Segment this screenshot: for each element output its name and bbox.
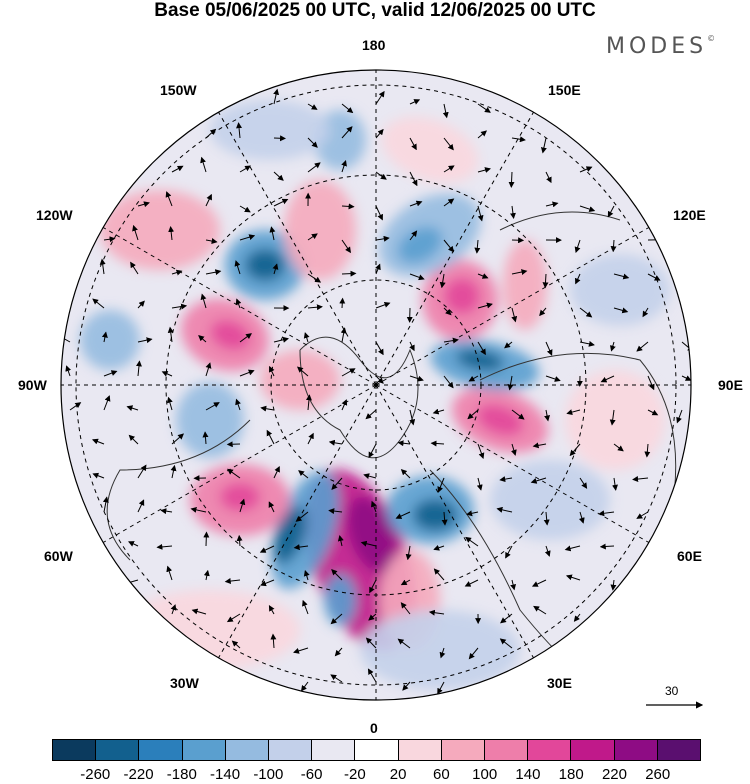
lon-label-30w: 30W [170, 675, 199, 691]
colorbar-tick-label: 20 [390, 766, 407, 783]
lon-label-60e: 60E [677, 548, 702, 564]
wind-vector [511, 172, 512, 187]
colorbar-ticks: -260 -220 -180 -140 -100 -60 -20 20 60 100 140 180 2… [0, 766, 750, 784]
colorbar-swatch [571, 740, 614, 760]
colorbar-tick-label: -20 [344, 766, 366, 783]
colorbar-swatch [355, 740, 398, 760]
wind-vector [342, 273, 355, 274]
colorbar-swatch [183, 740, 226, 760]
colorbar-tick-label: 180 [559, 766, 584, 783]
colorbar-tick-label: -180 [167, 766, 197, 783]
lon-label-150w: 150W [160, 82, 197, 98]
colorbar-tick-label: 140 [515, 766, 540, 783]
anomaly-field [56, 65, 696, 705]
polar-map [0, 0, 750, 735]
lon-label-30e: 30E [547, 675, 572, 691]
colorbar [52, 739, 701, 761]
colorbar-swatch [312, 740, 355, 760]
colorbar-swatch [615, 740, 658, 760]
colorbar-swatch [96, 740, 139, 760]
lon-label-90e: 90E [718, 377, 743, 393]
colorbar-tick-label: 260 [645, 766, 670, 783]
colorbar-swatch [399, 740, 442, 760]
colorbar-swatch [53, 740, 96, 760]
wind-vector [342, 299, 343, 308]
lon-label-180: 180 [362, 37, 385, 53]
colorbar-tick-label: -260 [80, 766, 110, 783]
colorbar-tick-label: 100 [472, 766, 497, 783]
wind-reference-label: 30 [665, 684, 678, 698]
colorbar-tick-label: 60 [433, 766, 450, 783]
colorbar-tick-label: -100 [253, 766, 283, 783]
colorbar-tick-label: -220 [124, 766, 154, 783]
wind-vector [342, 206, 354, 207]
lon-label-120e: 120E [673, 207, 706, 223]
lon-label-0: 0 [370, 720, 378, 736]
colorbar-tick-label: -140 [210, 766, 240, 783]
colorbar-swatch [139, 740, 182, 760]
colorbar-tick-label: -60 [301, 766, 323, 783]
lon-label-60w: 60W [44, 548, 73, 564]
colorbar-swatch [658, 740, 700, 760]
colorbar-swatch [442, 740, 485, 760]
colorbar-swatch [226, 740, 269, 760]
lon-label-150e: 150E [548, 82, 581, 98]
lon-label-120w: 120W [36, 207, 73, 223]
lon-label-90w: 90W [18, 377, 47, 393]
colorbar-swatch [269, 740, 312, 760]
colorbar-swatch [528, 740, 571, 760]
colorbar-swatch [485, 740, 528, 760]
colorbar-tick-label: 220 [602, 766, 627, 783]
